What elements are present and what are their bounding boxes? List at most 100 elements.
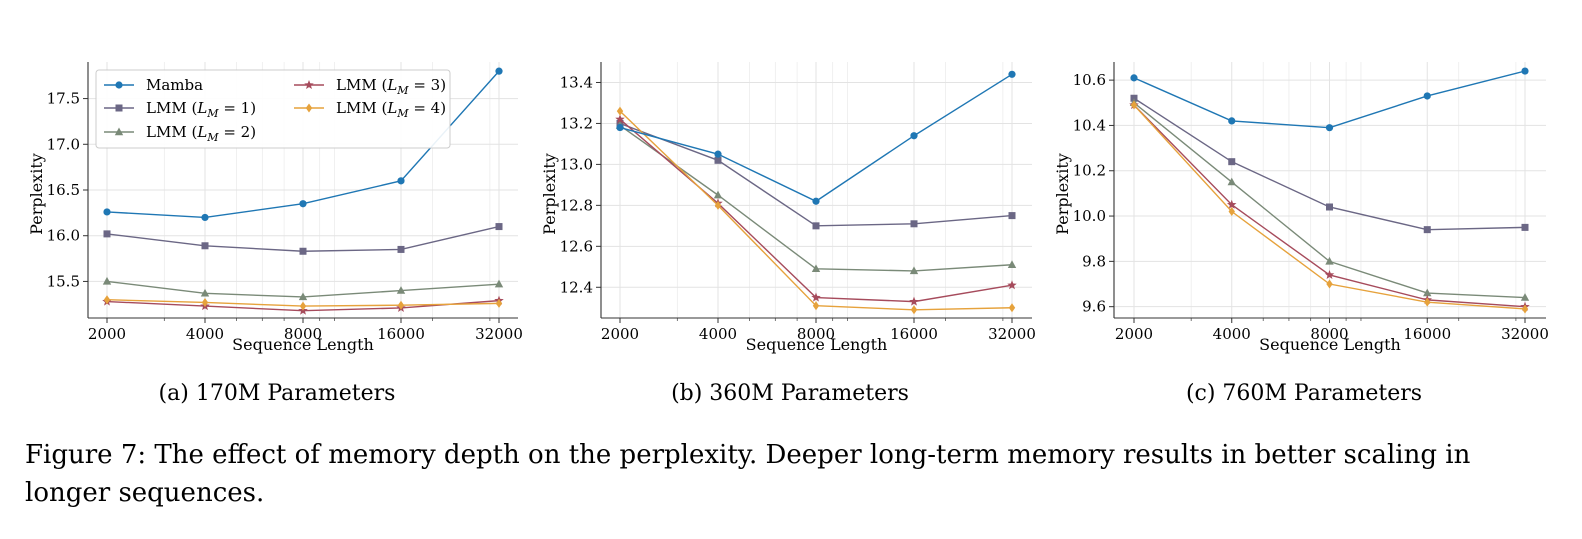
data-point [615, 114, 625, 124]
figure-caption: Figure 7: The effect of memory depth on … [25, 440, 1471, 508]
data-point [397, 245, 405, 253]
minor-gridlines [1190, 62, 1517, 321]
y-tick-label: 17.0 [47, 135, 80, 153]
data-point [1228, 158, 1236, 166]
data-point [299, 200, 307, 208]
data-point [201, 242, 209, 250]
data-point [396, 286, 406, 294]
subcaption-1: (a) 170M Parameters [159, 381, 396, 406]
x-tick-label: 16000 [377, 325, 425, 343]
data-point [495, 298, 503, 308]
y-tick-label: 13.2 [560, 114, 593, 132]
y-tick-label: 10.2 [1073, 162, 1106, 180]
data-point [812, 222, 820, 230]
x-tick-label: 32000 [475, 325, 523, 343]
y-tick-label: 12.4 [560, 278, 593, 296]
series-5 [616, 106, 1016, 315]
data-point [1007, 260, 1017, 268]
series-3 [615, 120, 1017, 275]
data-point [811, 292, 821, 302]
legend-label-5: LMM (LM = 4) [336, 99, 446, 120]
x-tick-label: 16000 [1403, 325, 1451, 343]
x-tick-label: 4000 [1213, 325, 1251, 343]
data-point [495, 223, 503, 231]
y-tick-label: 16.5 [47, 181, 80, 199]
y-tick-label: 13.4 [560, 73, 593, 91]
y-axis-title: Perplexity [540, 153, 559, 235]
data-point [1130, 74, 1138, 82]
data-point [713, 190, 723, 199]
legend-swatch-marker [304, 80, 314, 90]
data-point [910, 220, 918, 228]
y-tick-label: 10.4 [1073, 116, 1106, 134]
x-tick-label: 2000 [1115, 325, 1153, 343]
data-point [1008, 303, 1016, 313]
data-point [1325, 124, 1334, 132]
subcaption-3: (c) 760M Parameters [1186, 381, 1422, 406]
data-point [103, 208, 111, 216]
data-point [1226, 199, 1237, 209]
legend: Mamba LMM (LM = 1) LMM (LM = 2) LMM (LM = 3… [95, 69, 451, 149]
y-tick-label: 12.8 [560, 196, 593, 214]
data-point [1326, 203, 1333, 211]
y-tick-label: 10.6 [1073, 71, 1106, 89]
data-point [1326, 279, 1333, 289]
series-1 [1130, 67, 1529, 132]
data-point [909, 266, 919, 275]
y-tick-label: 15.5 [47, 272, 80, 290]
legend-label-2: LMM (LM = 1) [146, 99, 256, 120]
data-point [1324, 269, 1335, 279]
x-tick-label: 32000 [1501, 325, 1549, 343]
legend-swatch-marker [114, 127, 124, 136]
series-2 [1130, 94, 1529, 234]
data-point [616, 106, 624, 116]
data-point [103, 295, 111, 305]
y-tick-label: 16.0 [47, 227, 80, 245]
data-point [1423, 288, 1432, 297]
x-tick-label: 4000 [699, 325, 737, 343]
data-point [910, 305, 918, 315]
data-point [1130, 94, 1138, 102]
data-point [812, 197, 820, 205]
data-point [812, 301, 820, 311]
y-axis-title: Perplexity [1053, 153, 1072, 235]
data-point [1521, 223, 1529, 231]
y-tick-label: 17.5 [47, 90, 80, 108]
data-point [1008, 70, 1016, 78]
data-point [1521, 304, 1529, 314]
data-point [201, 297, 209, 307]
y-tick-label: 10.0 [1073, 207, 1106, 225]
series-5 [103, 295, 503, 311]
legend-label-4: LMM (LM = 3) [336, 76, 446, 97]
y-tick-label: 9.6 [1082, 298, 1106, 316]
data-point [397, 300, 405, 310]
data-point [102, 276, 112, 285]
data-point [811, 264, 821, 273]
data-point [616, 123, 624, 132]
series-5 [1130, 100, 1529, 314]
data-point [494, 279, 504, 288]
data-point [1007, 280, 1017, 290]
legend-box [95, 69, 451, 149]
legend-label-3: LMM (LM = 2) [146, 123, 256, 144]
data-point [1423, 92, 1431, 100]
x-tick-label: 2000 [88, 325, 126, 343]
legend-swatch-marker [305, 103, 313, 113]
data-point [200, 288, 210, 297]
data-point [1228, 207, 1235, 217]
data-point [1228, 117, 1236, 125]
data-point [298, 292, 308, 301]
data-point [397, 177, 405, 185]
data-point [714, 150, 722, 158]
data-point [910, 132, 918, 140]
gridlines [596, 62, 1032, 323]
y-tick-label: 9.8 [1082, 252, 1106, 270]
data-point [1521, 67, 1529, 75]
data-point [714, 200, 722, 210]
data-point [1325, 256, 1334, 265]
data-point [1227, 177, 1236, 186]
data-point [1008, 212, 1016, 220]
figure-charts: 2000 4000 8000 16000 32000 15.5 16.0 16.5 17.0 17… [27, 62, 1549, 406]
y-tick-label: 13.0 [560, 155, 593, 173]
series-3 [102, 276, 504, 301]
